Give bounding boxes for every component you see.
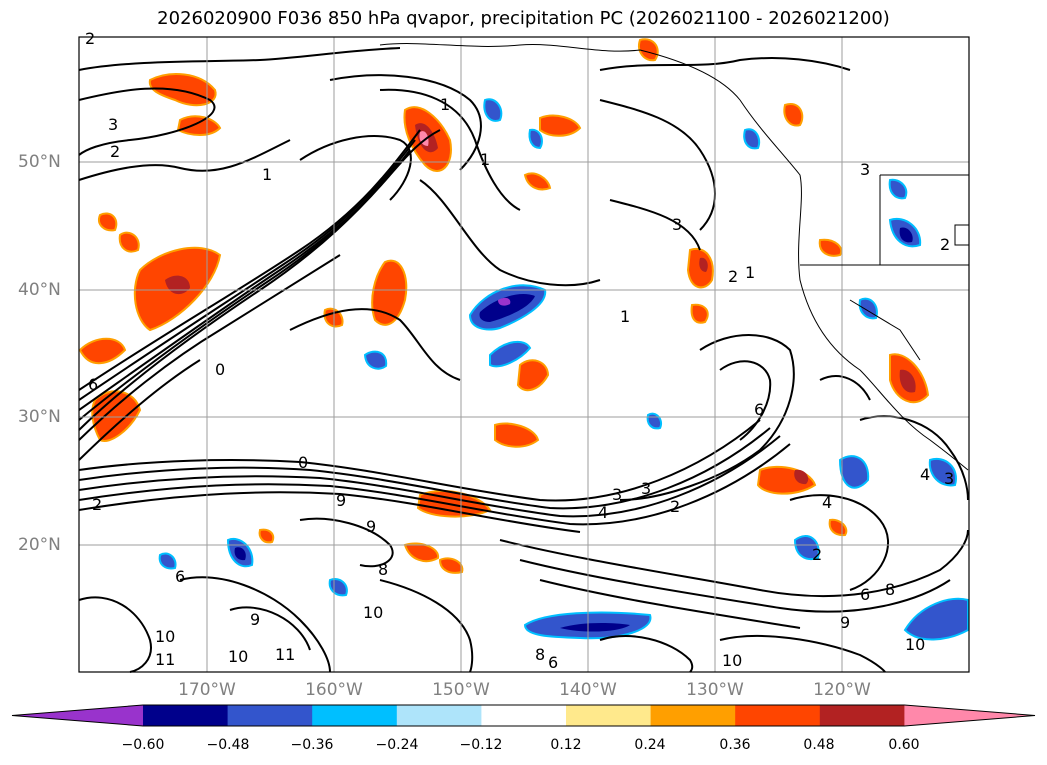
colorbar-outline: [11, 704, 1036, 727]
colorbar-tick-label: 0.60: [888, 737, 920, 753]
colorbar-segment: [396, 705, 482, 726]
precip-positive-areas: [78, 38, 930, 574]
contour-label: 1: [480, 150, 490, 169]
contour-label: 10: [228, 647, 248, 666]
colorbar-tick-label: −0.12: [459, 737, 503, 753]
contour-label: 3: [108, 115, 118, 134]
colorbar-segment: [566, 705, 652, 726]
contour-label: 3: [944, 469, 954, 488]
contour-label: 2: [110, 142, 120, 161]
colorbar-tick-label: −0.24: [375, 737, 419, 753]
colorbar-segment: [735, 705, 821, 726]
colorbar-tick-label: −0.48: [206, 737, 250, 753]
contour-label: 10: [363, 603, 383, 622]
lon-label: 140°W: [559, 680, 617, 700]
colorbar-tick-label: 0.36: [719, 737, 751, 753]
contour-label: 6: [860, 585, 870, 604]
colorbar-tick-label: 0.24: [634, 737, 666, 753]
lon-label: 170°W: [178, 680, 236, 700]
contour-label: 8: [535, 645, 545, 664]
lon-label: 130°W: [686, 680, 744, 700]
colorbar-segment: [481, 705, 567, 726]
colorbar-extend-min: [12, 705, 143, 726]
contour-label: 4: [920, 465, 930, 484]
contour-label: 11: [275, 645, 295, 664]
lat-label: 30°N: [18, 407, 61, 427]
contour-label: 6: [548, 653, 558, 672]
contour-label: 2: [85, 29, 95, 48]
contour-label: 10: [155, 627, 175, 646]
colorbar-tick-label: −0.60: [121, 737, 165, 753]
lat-label: 40°N: [18, 280, 61, 300]
graticule: [79, 37, 969, 672]
contour-label: 9: [366, 517, 376, 536]
contour-label: 2: [940, 235, 950, 254]
contour-label: 0: [215, 360, 225, 379]
contour-label: 0: [298, 453, 308, 472]
contour-label: 4: [598, 503, 608, 522]
contour-label: 9: [250, 610, 260, 629]
contour-label: 3: [612, 485, 622, 504]
contour-label: 8: [378, 560, 388, 579]
contour-label: 1: [440, 95, 450, 114]
contour-label: 2: [812, 545, 822, 564]
contour-label: 2: [670, 497, 680, 516]
lat-label: 20°N: [18, 535, 61, 555]
contour-label: 4: [822, 493, 832, 512]
lon-label: 150°W: [432, 680, 490, 700]
contour-label: 6: [175, 567, 185, 586]
contour-label: 10: [905, 635, 925, 654]
lon-label: 120°W: [813, 680, 871, 700]
colorbar-tick-label: −0.36: [290, 737, 334, 753]
contour-label: 3: [641, 479, 651, 498]
contour-label: 1: [620, 307, 630, 326]
contour-label: 3: [672, 215, 682, 234]
map-frame: [78, 36, 970, 673]
contour-label: 11: [155, 650, 175, 669]
map-title: 2026020900 F036 850 hPa qvapor, precipit…: [157, 8, 890, 29]
lon-label: 160°W: [305, 680, 363, 700]
lat-label: 50°N: [18, 152, 61, 172]
colorbar-segment: [312, 705, 398, 726]
contour-label: 3: [860, 160, 870, 179]
colorbar-tick-label: 0.12: [550, 737, 582, 753]
colorbar: [11, 704, 1036, 727]
coastlines-and-borders: [379, 43, 970, 471]
colorbar-tick-label: 0.48: [803, 737, 835, 753]
contour-label: 6: [754, 400, 764, 419]
colorbar-extend-max: [904, 705, 1035, 726]
contour-label: 1: [745, 263, 755, 282]
contour-label: 8: [885, 580, 895, 599]
contour-label: 10: [722, 651, 742, 670]
contour-labels: 2 3 2 1 2 1 3 6 3 2 1 2 1 0 0 9 9 3 2 4 …: [85, 29, 954, 672]
colorbar-segment: [819, 705, 905, 726]
contour-label: 1: [262, 165, 272, 184]
contour-label: 9: [840, 613, 850, 632]
colorbar-segment: [227, 705, 313, 726]
colorbar-segment: [143, 705, 229, 726]
contour-label: 6: [88, 375, 98, 394]
precip-negative-areas: [158, 98, 969, 641]
colorbar-segment: [650, 705, 736, 726]
contour-label: 9: [336, 491, 346, 510]
contour-label: 2: [92, 495, 102, 514]
contour-label: 2: [728, 267, 738, 286]
